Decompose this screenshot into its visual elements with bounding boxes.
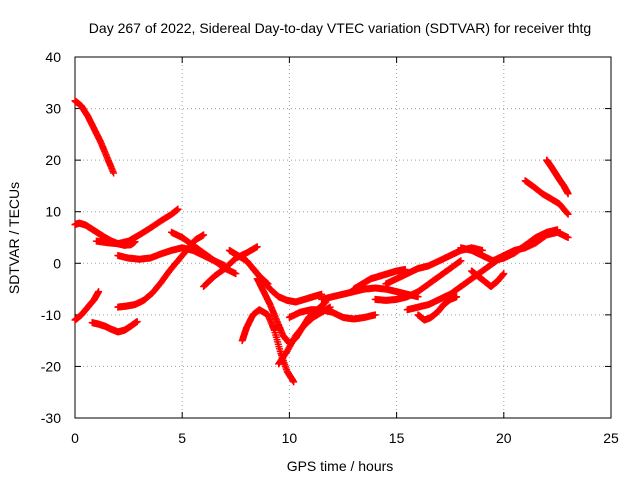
series-track-4 [88, 318, 141, 336]
series-track-24 [489, 228, 572, 265]
y-tick-label: 0 [53, 255, 61, 271]
series-track-25 [521, 177, 572, 218]
x-tick-label: 15 [389, 430, 405, 446]
y-tick-labels: -30 -20 -10 0 10 20 30 40 [41, 49, 61, 426]
series-track-1 [71, 97, 118, 177]
series-track-8 [168, 228, 240, 278]
x-tick-label: 25 [603, 430, 619, 446]
y-tick-label: 10 [45, 204, 61, 220]
data-point [564, 210, 572, 218]
data-point [110, 169, 118, 177]
data-point [500, 270, 508, 278]
y-tick-label: -20 [41, 358, 61, 374]
chart-title: Day 267 of 2022, Sidereal Day-to-day VTE… [89, 20, 591, 36]
data-point [232, 270, 240, 278]
x-axis-label: GPS time / hours [287, 458, 394, 474]
series-track-23 [468, 267, 508, 290]
y-tick-label: 40 [45, 49, 61, 65]
series-track-26 [543, 156, 572, 198]
y-tick-label: -10 [41, 307, 61, 323]
grid-lines [75, 57, 611, 418]
data-point [563, 209, 571, 217]
data-point [457, 257, 465, 265]
series-track-3 [71, 288, 103, 324]
data-point [290, 378, 298, 386]
series-track-20 [414, 293, 461, 324]
data-point [253, 243, 261, 251]
y-tick-label: 20 [45, 152, 61, 168]
axis-ticks [74, 56, 612, 419]
x-tick-label: 5 [178, 430, 186, 446]
x-tick-label: 10 [282, 430, 298, 446]
data-point [456, 258, 464, 265]
data-point [174, 205, 182, 213]
data-point [371, 311, 379, 319]
data-point [133, 318, 141, 326]
series-track-13 [249, 264, 326, 306]
plot-frame [74, 56, 612, 419]
data-marks [71, 97, 572, 386]
x-tick-label: 20 [496, 430, 512, 446]
series-track-17 [350, 266, 409, 293]
series-track-16 [318, 284, 422, 303]
data-point [564, 234, 572, 241]
data-point [200, 231, 208, 239]
x-tick-label: 0 [71, 430, 79, 446]
y-tick-label: -30 [41, 410, 61, 426]
data-point [564, 190, 572, 198]
y-tick-label: 30 [45, 101, 61, 117]
series-track-7 [114, 231, 208, 311]
data-point [95, 288, 103, 296]
x-tick-labels: 0 5 10 15 20 25 [71, 430, 619, 446]
data-point [453, 293, 461, 301]
y-axis-label: SDTVAR / TECUs [6, 182, 22, 294]
series-track-18 [371, 257, 465, 304]
series-track-15 [285, 306, 379, 323]
series-track-5 [92, 205, 182, 248]
